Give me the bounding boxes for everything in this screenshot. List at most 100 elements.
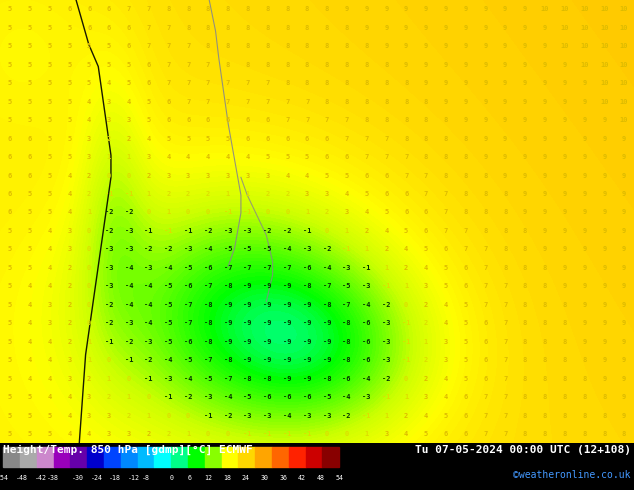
Text: 5: 5	[384, 210, 389, 216]
Text: 6: 6	[206, 117, 210, 123]
Text: 6: 6	[365, 172, 368, 178]
Text: 7: 7	[186, 98, 190, 105]
Text: 9: 9	[602, 283, 606, 290]
Text: 7: 7	[146, 43, 151, 49]
Text: 7: 7	[483, 431, 488, 437]
Text: 2: 2	[107, 136, 111, 142]
Text: 7: 7	[285, 98, 289, 105]
Text: 5: 5	[8, 376, 12, 382]
Text: 7: 7	[186, 43, 190, 49]
Text: 0: 0	[146, 210, 151, 216]
Text: -4: -4	[124, 265, 133, 271]
Bar	[155, 447, 171, 466]
Text: 7: 7	[305, 98, 309, 105]
Text: 9: 9	[622, 394, 626, 400]
Text: 9: 9	[543, 246, 547, 252]
Text: 8: 8	[503, 210, 507, 216]
Text: 2: 2	[67, 302, 72, 308]
Text: -3: -3	[164, 376, 172, 382]
Text: -3: -3	[303, 413, 311, 419]
Text: 0: 0	[325, 228, 329, 234]
Text: -2: -2	[145, 357, 153, 363]
Text: 7: 7	[206, 80, 210, 86]
Text: -9: -9	[263, 320, 272, 326]
Text: 1: 1	[226, 191, 230, 197]
Text: -5: -5	[164, 339, 172, 345]
Bar	[222, 447, 238, 466]
Text: 8: 8	[444, 172, 448, 178]
Text: -1: -1	[402, 357, 410, 363]
Text: 8: 8	[266, 24, 269, 31]
Text: 9: 9	[463, 24, 468, 31]
Text: -3: -3	[382, 357, 391, 363]
Text: 5: 5	[463, 357, 468, 363]
Text: 9: 9	[503, 172, 507, 178]
Text: 7: 7	[186, 62, 190, 68]
Bar	[306, 447, 322, 466]
Text: 3: 3	[107, 413, 111, 419]
Text: 8: 8	[206, 24, 210, 31]
Text: -48: -48	[16, 475, 28, 481]
Text: 4: 4	[146, 136, 151, 142]
Text: 5: 5	[48, 117, 51, 123]
Text: 5: 5	[48, 24, 51, 31]
Bar	[238, 447, 256, 466]
Text: 9: 9	[345, 6, 349, 12]
Bar	[121, 447, 138, 466]
Text: 2: 2	[127, 413, 131, 419]
Text: 1: 1	[345, 228, 349, 234]
Text: 5: 5	[87, 43, 91, 49]
Text: 6: 6	[245, 136, 250, 142]
Text: 0: 0	[404, 376, 408, 382]
Text: -3: -3	[362, 394, 371, 400]
Text: -2: -2	[105, 320, 113, 326]
Text: 9: 9	[562, 210, 567, 216]
Text: 8: 8	[245, 24, 250, 31]
Text: -2: -2	[124, 210, 133, 216]
Text: -9: -9	[323, 320, 331, 326]
Text: 7: 7	[384, 136, 389, 142]
Text: 8: 8	[503, 246, 507, 252]
Text: Height/Temp. 850 hPa [gdmp][°C] ECMWF: Height/Temp. 850 hPa [gdmp][°C] ECMWF	[3, 445, 253, 455]
Text: 9: 9	[365, 24, 368, 31]
Text: 7: 7	[245, 80, 250, 86]
Text: -9: -9	[243, 283, 252, 290]
Text: 8: 8	[523, 357, 527, 363]
Text: -7: -7	[224, 376, 232, 382]
Text: 8: 8	[463, 210, 468, 216]
Text: 7: 7	[146, 6, 151, 12]
Text: 8: 8	[404, 117, 408, 123]
Text: 3: 3	[67, 228, 72, 234]
Text: 7: 7	[166, 80, 171, 86]
Text: -2: -2	[283, 228, 292, 234]
Text: 6: 6	[107, 6, 111, 12]
Text: 0: 0	[186, 413, 190, 419]
Text: -7: -7	[342, 302, 351, 308]
Text: -3: -3	[303, 246, 311, 252]
Text: 8: 8	[583, 413, 586, 419]
Text: 3: 3	[166, 172, 171, 178]
Text: 3: 3	[305, 191, 309, 197]
Text: 5: 5	[146, 98, 151, 105]
Text: 9: 9	[543, 154, 547, 160]
Text: -8: -8	[342, 357, 351, 363]
Text: -5: -5	[263, 246, 272, 252]
Text: -5: -5	[243, 394, 252, 400]
Text: 8: 8	[365, 80, 368, 86]
Bar	[37, 447, 53, 466]
Text: 5: 5	[8, 302, 12, 308]
Text: 5: 5	[28, 6, 32, 12]
Text: 1: 1	[384, 413, 389, 419]
Text: -6: -6	[283, 394, 292, 400]
Text: -3: -3	[323, 413, 331, 419]
Text: 7: 7	[226, 98, 230, 105]
Text: 9: 9	[602, 117, 606, 123]
Text: -5: -5	[184, 357, 193, 363]
Text: 8: 8	[424, 154, 428, 160]
Text: -6: -6	[204, 265, 212, 271]
Text: 6: 6	[266, 117, 269, 123]
Text: -9: -9	[263, 283, 272, 290]
Text: 8: 8	[365, 117, 368, 123]
Text: 7: 7	[166, 43, 171, 49]
Text: 8: 8	[543, 283, 547, 290]
